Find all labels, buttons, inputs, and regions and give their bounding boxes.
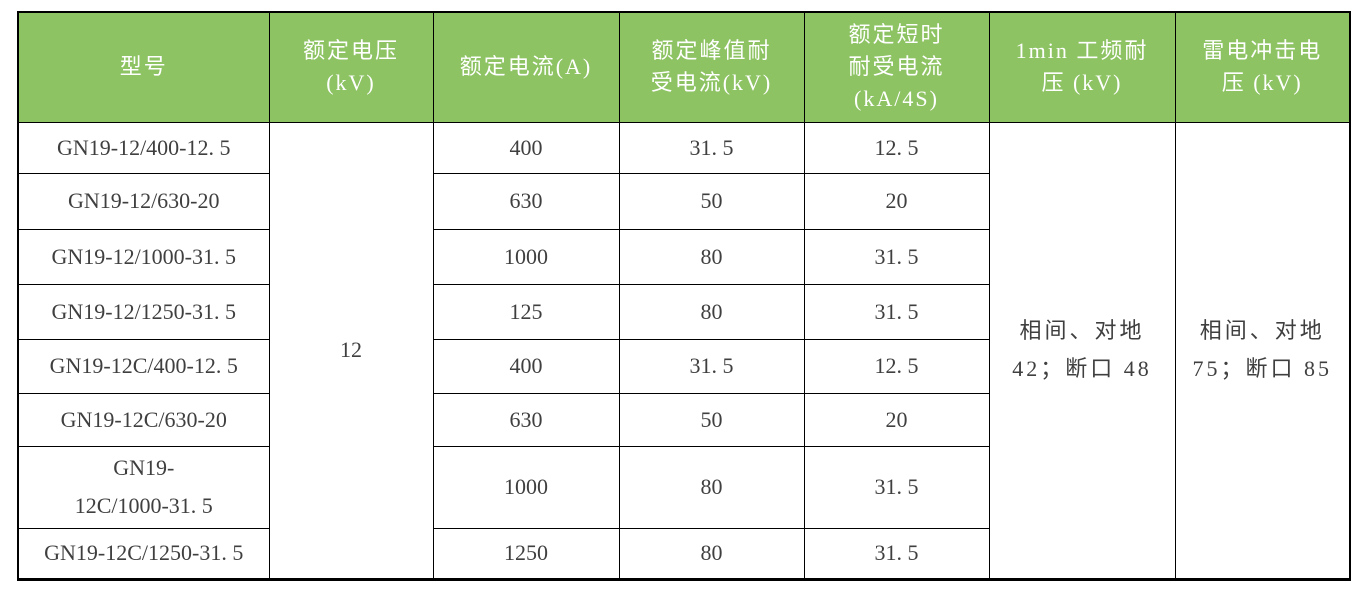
cell-model: GN19-12/400-12. 5	[17, 121, 270, 174]
cell-short-time-withstand: 31. 5	[803, 527, 990, 580]
cell-peak-withstand: 50	[618, 392, 805, 447]
table-row: GN19-12C/630-20 630 50 20	[17, 392, 1350, 447]
cell-short-time-withstand: 20	[803, 172, 990, 230]
header-cell-lightning-impulse-voltage: 雷电冲击电 压 (kV)	[1174, 11, 1351, 123]
cell-short-time-withstand: 12. 5	[803, 121, 990, 174]
cell-model: GN19-12C/400-12. 5	[17, 338, 270, 394]
cell-peak-withstand: 31. 5	[618, 338, 805, 394]
cell-peak-withstand: 50	[618, 172, 805, 230]
cell-model: GN19-12/1250-31. 5	[17, 283, 270, 340]
cell-rated-current: 400	[432, 121, 620, 174]
header-cell-short-time-withstand-current: 额定短时 耐受电流 (kA/4S)	[803, 11, 990, 123]
table-row: GN19- 12C/1000-31. 5 1000 80 31. 5	[17, 445, 1350, 529]
cell-rated-current: 630	[432, 392, 620, 447]
table-row: GN19-12/1000-31. 5 1000 80 31. 5	[17, 228, 1350, 285]
cell-rated-current: 1250	[432, 527, 620, 580]
cell-power-frequency-merged: 相间、对地 42；断口 48	[988, 121, 1176, 580]
cell-model: GN19-12/630-20	[17, 172, 270, 230]
cell-short-time-withstand: 31. 5	[803, 283, 990, 340]
cell-model: GN19-12C/1250-31. 5	[17, 527, 270, 580]
header-row: 型号 额定电压 (kV) 额定电流(A) 额定峰值耐 受电流(kV) 额定短时 …	[17, 11, 1351, 123]
cell-peak-withstand: 80	[618, 283, 805, 340]
cell-peak-withstand: 80	[618, 228, 805, 285]
cell-short-time-withstand: 31. 5	[803, 228, 990, 285]
header-cell-model: 型号	[17, 11, 270, 123]
table-row: GN19-12C/400-12. 5 400 31. 5 12. 5	[17, 338, 1350, 394]
cell-rated-current: 1000	[432, 228, 620, 285]
table-row: GN19-12/630-20 630 50 20	[17, 172, 1350, 230]
cell-peak-withstand: 80	[618, 527, 805, 580]
cell-short-time-withstand: 31. 5	[803, 445, 990, 529]
cell-short-time-withstand: 12. 5	[803, 338, 990, 394]
cell-rated-current: 125	[432, 283, 620, 340]
header-cell-rated-voltage: 额定电压 (kV)	[268, 11, 434, 123]
header-cell-power-frequency-withstand-voltage: 1min 工频耐 压 (kV)	[988, 11, 1176, 123]
cell-rated-voltage-merged: 12	[268, 121, 434, 580]
cell-lightning-impulse-merged: 相间、对地 75；断口 85	[1174, 121, 1351, 580]
cell-rated-current: 630	[432, 172, 620, 230]
header-cell-peak-withstand-current: 额定峰值耐 受电流(kV)	[618, 11, 805, 123]
cell-model: GN19- 12C/1000-31. 5	[17, 445, 270, 529]
cell-model: GN19-12C/630-20	[17, 392, 270, 447]
cell-model: GN19-12/1000-31. 5	[17, 228, 270, 285]
cell-peak-withstand: 80	[618, 445, 805, 529]
cell-short-time-withstand: 20	[803, 392, 990, 447]
table-row: GN19-12/400-12. 5 12 400 31. 5 12. 5 相间、…	[17, 121, 1351, 580]
spec-table: 型号 额定电压 (kV) 额定电流(A) 额定峰值耐 受电流(kV) 额定短时 …	[17, 11, 1351, 581]
header-cell-rated-current: 额定电流(A)	[432, 11, 620, 123]
cell-peak-withstand: 31. 5	[618, 121, 805, 174]
cell-rated-current: 400	[432, 338, 620, 394]
table-row: GN19-12/1250-31. 5 125 80 31. 5	[17, 283, 1350, 340]
cell-rated-current: 1000	[432, 445, 620, 529]
table-row: GN19-12C/1250-31. 5 1250 80 31. 5	[17, 527, 1350, 580]
